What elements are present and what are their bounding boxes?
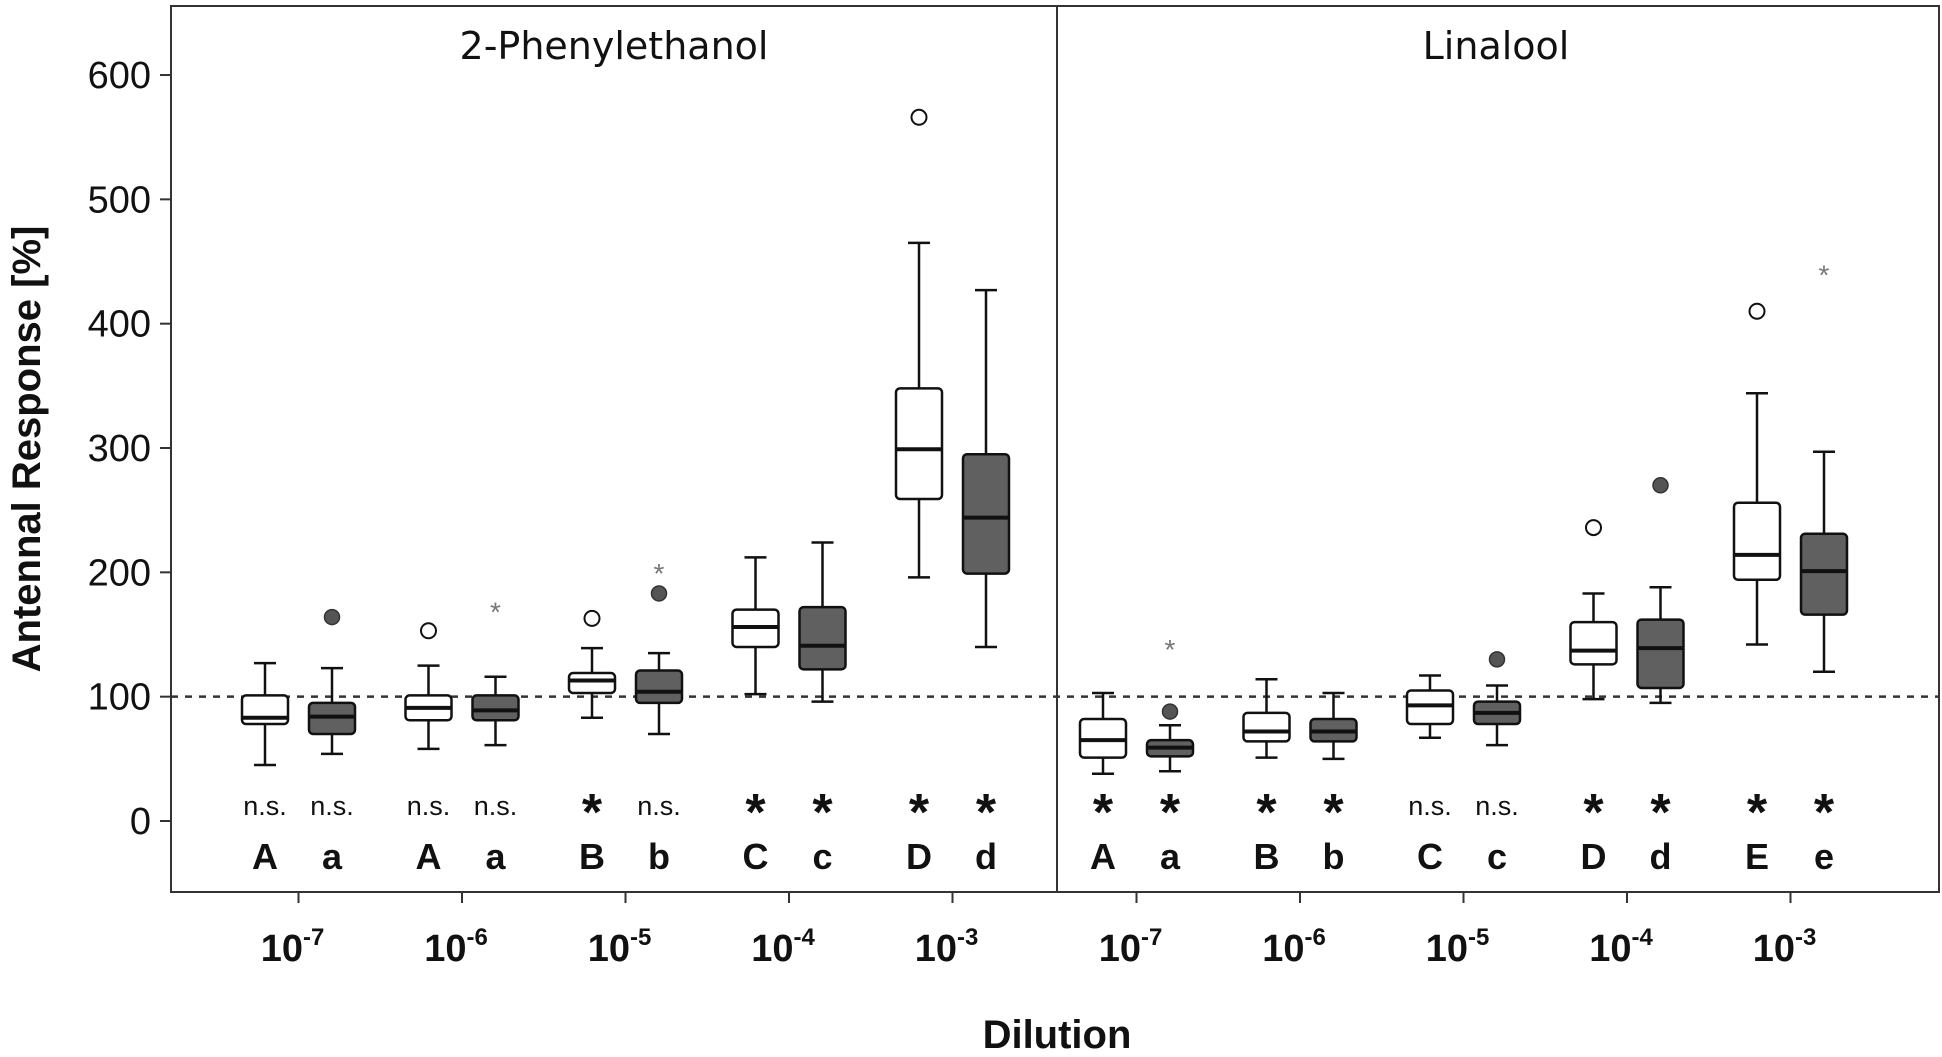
box-iqr xyxy=(1732,501,1782,582)
plot-frame xyxy=(170,5,1940,893)
outlier-dot xyxy=(1652,477,1669,494)
box-iqr xyxy=(1242,711,1291,743)
dilution-label: 10-7 xyxy=(261,924,325,970)
group-letter: A xyxy=(252,836,278,877)
group-letter: d xyxy=(1650,836,1672,877)
outlier-circle xyxy=(420,622,437,640)
dilution-label: 10-6 xyxy=(1262,924,1326,970)
box-iqr xyxy=(567,671,617,695)
box-iqr xyxy=(634,669,684,705)
dilution-label: 10-4 xyxy=(751,924,815,970)
box-iqr xyxy=(1569,620,1618,666)
group-letter: C xyxy=(743,836,769,877)
y-axis-label: Antennal Response [%] xyxy=(5,226,49,673)
outlier-dot xyxy=(1488,651,1506,668)
significance-star: * xyxy=(976,784,997,842)
significance-annotations: n.s.An.s.an.s.An.s.a*Bn.s.b*C*c*D*d*A*a*… xyxy=(243,784,1835,877)
box-marks: * * * * xyxy=(240,108,1849,776)
significance-ns: n.s. xyxy=(1475,791,1519,821)
significance-star: * xyxy=(1583,784,1604,842)
x-axis-label: Dilution xyxy=(983,1013,1132,1057)
significance-star: * xyxy=(1323,784,1344,842)
significance-ns: n.s. xyxy=(637,791,681,821)
group-letter: A xyxy=(1090,836,1116,877)
box-iqr xyxy=(961,452,1011,575)
y-tick-label: 300 xyxy=(88,428,151,470)
group-letter: b xyxy=(1323,836,1345,877)
extreme-outlier-star: * xyxy=(1819,260,1830,291)
significance-star: * xyxy=(1160,784,1181,842)
y-tick-label: 0 xyxy=(130,801,151,843)
outlier-dot xyxy=(323,608,341,626)
significance-ns: n.s. xyxy=(474,791,518,821)
y-tick-label: 600 xyxy=(88,55,151,97)
panel-title-left: 2-Phenylethanol xyxy=(460,24,769,68)
group-letter: B xyxy=(579,836,605,877)
group-letter: C xyxy=(1417,836,1443,877)
group-letter: E xyxy=(1745,836,1769,877)
group-letter: D xyxy=(906,836,932,877)
group-letter: B xyxy=(1254,836,1280,877)
group-letter: c xyxy=(812,836,832,877)
box-iqr xyxy=(1799,532,1849,616)
group-letter: b xyxy=(648,836,670,877)
outlier-dot xyxy=(650,585,668,602)
y-tick-label: 100 xyxy=(88,677,151,719)
extreme-outlier-star: * xyxy=(490,597,501,628)
significance-star: * xyxy=(582,784,603,842)
dilution-label: 10-5 xyxy=(588,924,652,970)
outlier-circle xyxy=(583,609,601,627)
group-letter: a xyxy=(322,836,343,877)
significance-ns: n.s. xyxy=(310,791,354,821)
dilution-label: 10-7 xyxy=(1099,924,1163,970)
extreme-outlier-star: * xyxy=(1165,634,1176,665)
extreme-outlier-star: * xyxy=(654,558,665,589)
significance-ns: n.s. xyxy=(407,791,451,821)
significance-star: * xyxy=(1256,784,1277,842)
significance-star: * xyxy=(1814,784,1835,842)
dilution-label: 10-4 xyxy=(1589,924,1653,970)
outlier-dot xyxy=(1161,703,1179,720)
group-letter: D xyxy=(1581,836,1607,877)
group-letter: a xyxy=(485,836,506,877)
y-tick-label: 500 xyxy=(88,179,151,221)
box-iqr xyxy=(1636,618,1685,690)
box-iqr xyxy=(798,605,847,671)
group-letter: a xyxy=(1160,836,1181,877)
panel-title-right: Linalool xyxy=(1423,24,1570,68)
y-tick-label: 400 xyxy=(88,304,151,346)
significance-star: * xyxy=(1747,784,1768,842)
significance-ns: n.s. xyxy=(1408,791,1452,821)
significance-ns: n.s. xyxy=(243,791,287,821)
group-letter: d xyxy=(975,836,997,877)
outlier-circle xyxy=(910,108,928,126)
y-axis: 0 100 200 300 400 500 600 xyxy=(88,55,171,843)
outlier-circle xyxy=(1585,519,1602,537)
group-letter: c xyxy=(1487,836,1507,877)
x-axis: 10-7 10-6 10-5 10-4 10-3 10-7 10-6 10-5 10-4 10-3 xyxy=(261,892,1817,970)
dilution-label: 10-5 xyxy=(1426,924,1490,970)
dilution-label: 10-3 xyxy=(915,924,979,970)
group-letter: A xyxy=(416,836,442,877)
dilution-label: 10-6 xyxy=(424,924,488,970)
significance-star: * xyxy=(909,784,930,842)
box-iqr xyxy=(471,694,520,722)
significance-star: * xyxy=(812,784,833,842)
dilution-label: 10-3 xyxy=(1753,924,1817,970)
significance-star: * xyxy=(1093,784,1114,842)
y-tick-label: 200 xyxy=(88,552,151,594)
significance-star: * xyxy=(1650,784,1671,842)
significance-star: * xyxy=(745,784,766,842)
outlier-circle xyxy=(1748,302,1766,320)
group-letter: e xyxy=(1814,836,1834,877)
box-iqr xyxy=(894,387,944,501)
